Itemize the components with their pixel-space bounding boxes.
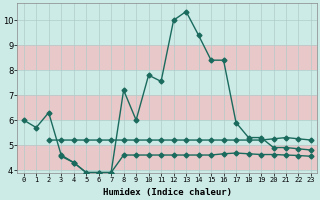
X-axis label: Humidex (Indice chaleur): Humidex (Indice chaleur) <box>103 188 232 197</box>
Bar <box>18 20 317 45</box>
Bar <box>18 95 317 120</box>
Bar <box>18 145 317 170</box>
Bar <box>18 45 317 70</box>
Bar <box>18 120 317 145</box>
Bar <box>18 70 317 95</box>
